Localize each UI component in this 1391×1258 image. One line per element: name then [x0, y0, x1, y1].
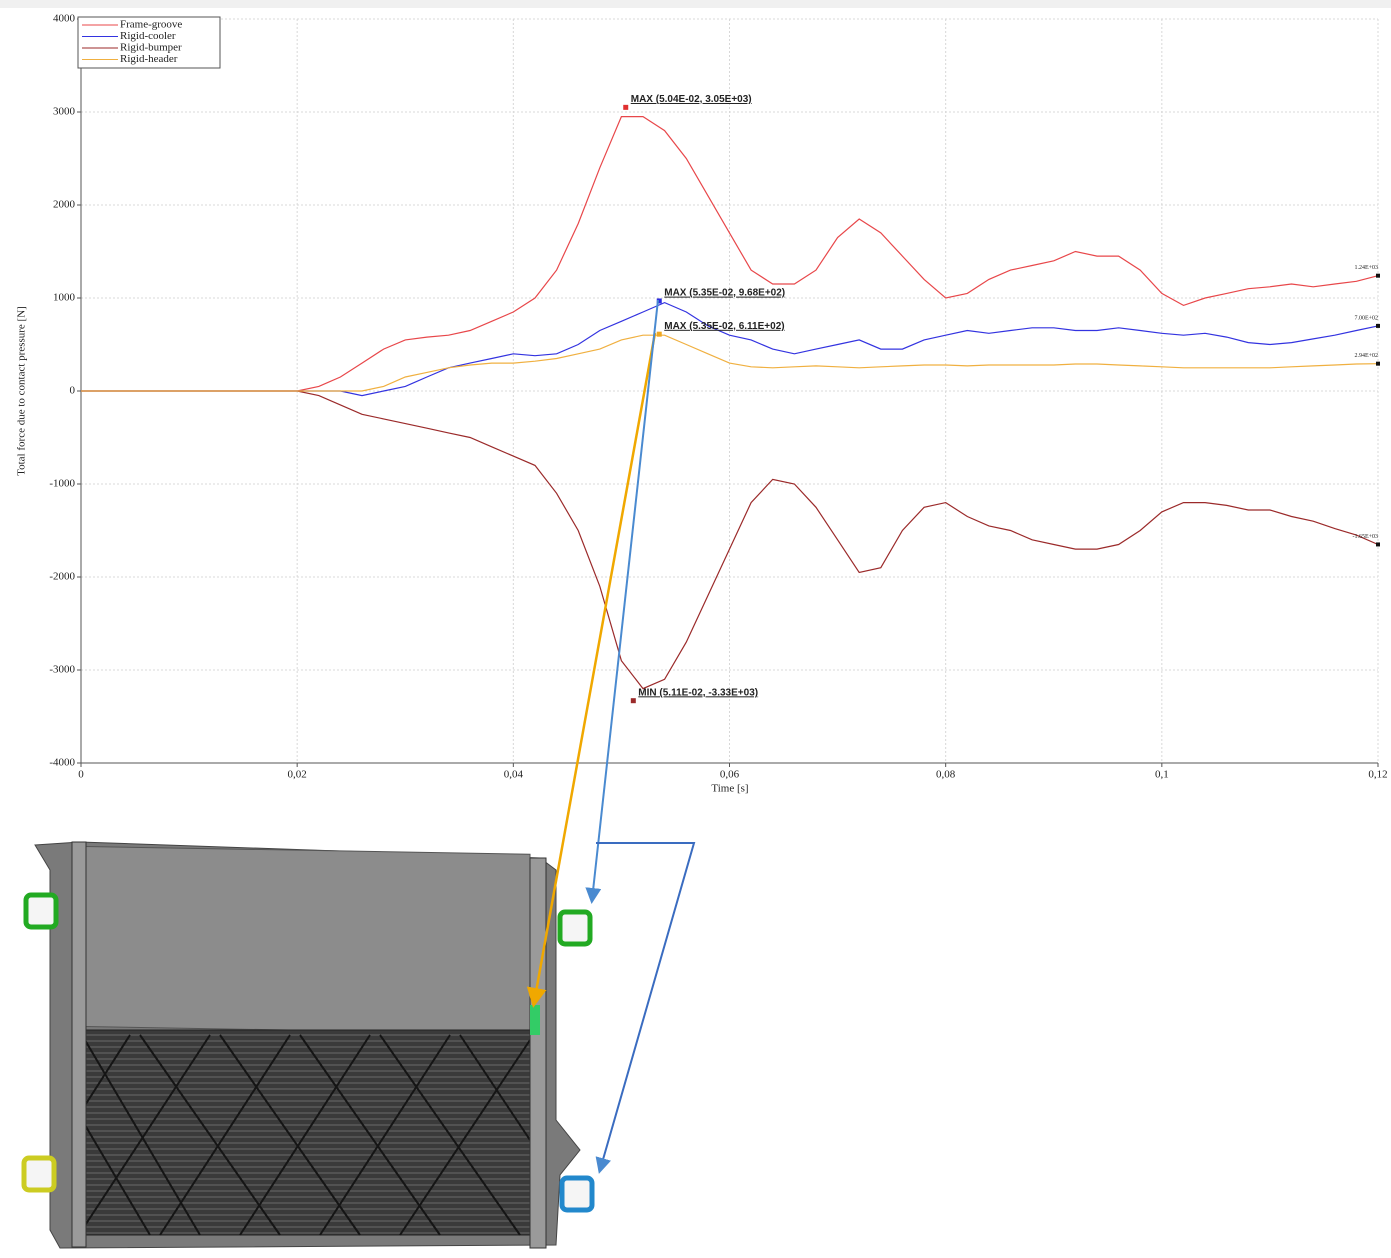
x-tick-label: 0,08: [936, 769, 956, 781]
top-bar: [0, 0, 1391, 8]
annotation-point: [623, 105, 628, 110]
x-tick-label: 0,02: [288, 769, 307, 781]
page: -4000 -3000 -2000 -1000 0 1000 2000 3000 4000 0 0,…: [0, 0, 1391, 1258]
annotation-label: MIN (5.11E-02, -3.33E+03): [638, 687, 758, 698]
x-tick-label: 0: [78, 769, 84, 781]
y-tick-label: 3000: [53, 106, 76, 118]
x-tick-label: 0,1: [1155, 769, 1169, 781]
y-tick-label: 2000: [53, 199, 76, 211]
end-label: 7.00E+02: [1354, 315, 1378, 321]
end-point: [1376, 274, 1380, 278]
x-tick-label: 0,06: [720, 769, 740, 781]
x-axis-label: Time [s]: [711, 783, 748, 795]
y-tick-label: -3000: [49, 664, 75, 676]
end-label: 1.24E+03: [1354, 265, 1378, 271]
end-point: [1376, 324, 1380, 328]
y-tick-label: -4000: [49, 757, 75, 769]
y-axis-label: Total force due to contact pressure [N]: [16, 306, 28, 476]
end-label: -1.65E+03: [1352, 534, 1378, 540]
end-point: [1376, 542, 1380, 546]
annotation-point: [657, 332, 662, 337]
x-tick-label: 0,04: [504, 769, 524, 781]
annotation-label: MAX (5.35E-02, 6.11E+02): [664, 321, 784, 332]
end-label: 2.94E+02: [1354, 353, 1378, 359]
legend-label: Rigid-bumper: [120, 42, 182, 54]
legend-label: Rigid-header: [120, 53, 178, 65]
legend-label: Rigid-cooler: [120, 30, 176, 42]
radiator-model: [24, 842, 592, 1248]
y-tick-label: 1000: [53, 292, 76, 304]
y-tick-label: 0: [70, 385, 76, 397]
annotation-label: MAX (5.35E-02, 9.68E+02): [664, 288, 785, 299]
annotation-point: [631, 698, 636, 703]
y-tick-label: -1000: [49, 478, 75, 490]
plot: -4000 -3000 -2000 -1000 0 1000 2000 3000 4000 0 0,…: [49, 13, 1387, 781]
annotation-label: MAX (5.04E-02, 3.05E+03): [631, 94, 752, 105]
legend-label: Frame-groove: [120, 19, 182, 31]
end-point: [1376, 362, 1380, 366]
x-tick-label: 0,12: [1368, 769, 1387, 781]
y-tick-label: -2000: [49, 571, 75, 583]
chart: -4000 -3000 -2000 -1000 0 1000 2000 3000 4000 0 0,…: [0, 0, 1391, 1258]
y-tick-label: 4000: [53, 13, 76, 25]
